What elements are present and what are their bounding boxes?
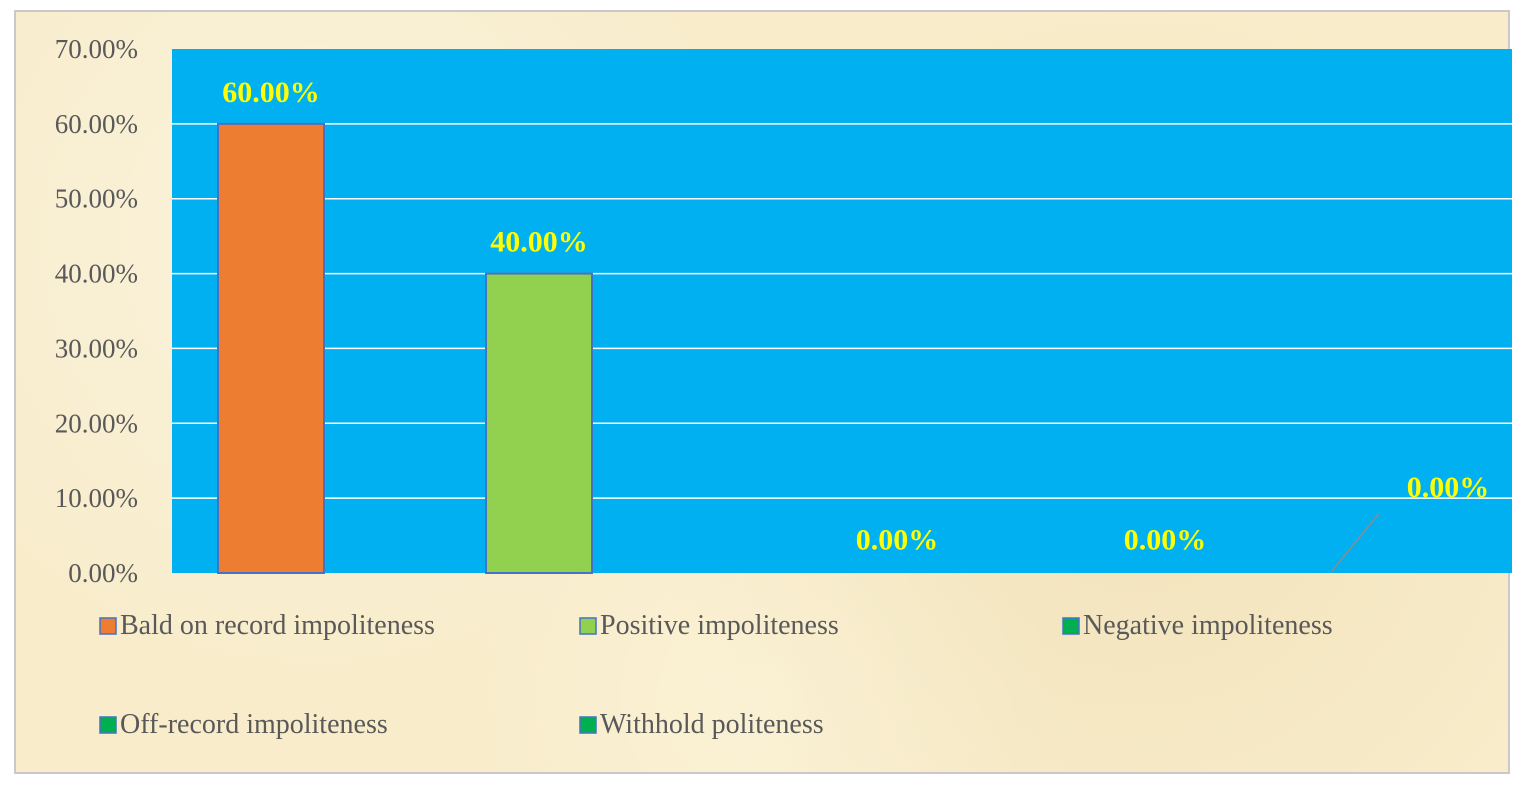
data-label: 0.00% xyxy=(1407,471,1490,504)
data-label: 40.00% xyxy=(490,226,588,259)
legend-swatch xyxy=(579,716,597,734)
legend-item: Positive impoliteness xyxy=(579,610,839,641)
y-tick-label: 50.00% xyxy=(55,184,138,214)
legend-label: Positive impoliteness xyxy=(600,610,839,641)
legend-swatch xyxy=(99,716,117,734)
y-tick-label: 60.00% xyxy=(55,109,138,139)
data-label: 60.00% xyxy=(222,76,320,109)
bar-chart: 0.00% 10.00% 20.00% 30.00% 40.00% 50.00% 60.00… xyxy=(55,34,1512,740)
legend-item: Off-record impoliteness xyxy=(99,709,388,740)
data-label: 0.00% xyxy=(1124,523,1207,556)
legend: Bald on record impoliteness Positive impo… xyxy=(99,610,1333,740)
legend-item: Negative impoliteness xyxy=(1062,610,1333,641)
y-tick-label: 20.00% xyxy=(55,408,138,438)
plot-area xyxy=(172,49,1512,573)
legend-label: Withhold politeness xyxy=(600,709,824,740)
legend-swatch xyxy=(579,617,597,635)
gridlines xyxy=(172,123,1512,499)
y-tick-label: 0.00% xyxy=(68,558,138,588)
y-tick-label: 10.00% xyxy=(55,483,138,513)
data-labels: 60.00% 40.00% 0.00% 0.00% 0.00% xyxy=(222,76,1490,572)
legend-swatch xyxy=(99,617,117,635)
legend-label: Off-record impoliteness xyxy=(120,709,388,740)
y-tick-label: 70.00% xyxy=(55,34,138,64)
chart-frame: 0.00% 10.00% 20.00% 30.00% 40.00% 50.00% 60.00… xyxy=(14,10,1512,774)
legend-item: Withhold politeness xyxy=(579,709,824,740)
legend-label: Bald on record impoliteness xyxy=(120,610,435,641)
y-axis: 0.00% 10.00% 20.00% 30.00% 40.00% 50.00% 60.00… xyxy=(55,34,138,588)
legend-item: Bald on record impoliteness xyxy=(99,610,435,641)
y-tick-label: 40.00% xyxy=(55,259,138,289)
bar xyxy=(217,122,325,574)
leader-line xyxy=(1331,512,1380,572)
bars xyxy=(217,122,593,574)
legend-label: Negative impoliteness xyxy=(1083,610,1333,641)
legend-swatch xyxy=(1062,617,1080,635)
bar xyxy=(485,272,593,574)
plot-background xyxy=(172,49,1512,573)
y-tick-label: 30.00% xyxy=(55,333,138,363)
data-label: 0.00% xyxy=(856,523,939,556)
